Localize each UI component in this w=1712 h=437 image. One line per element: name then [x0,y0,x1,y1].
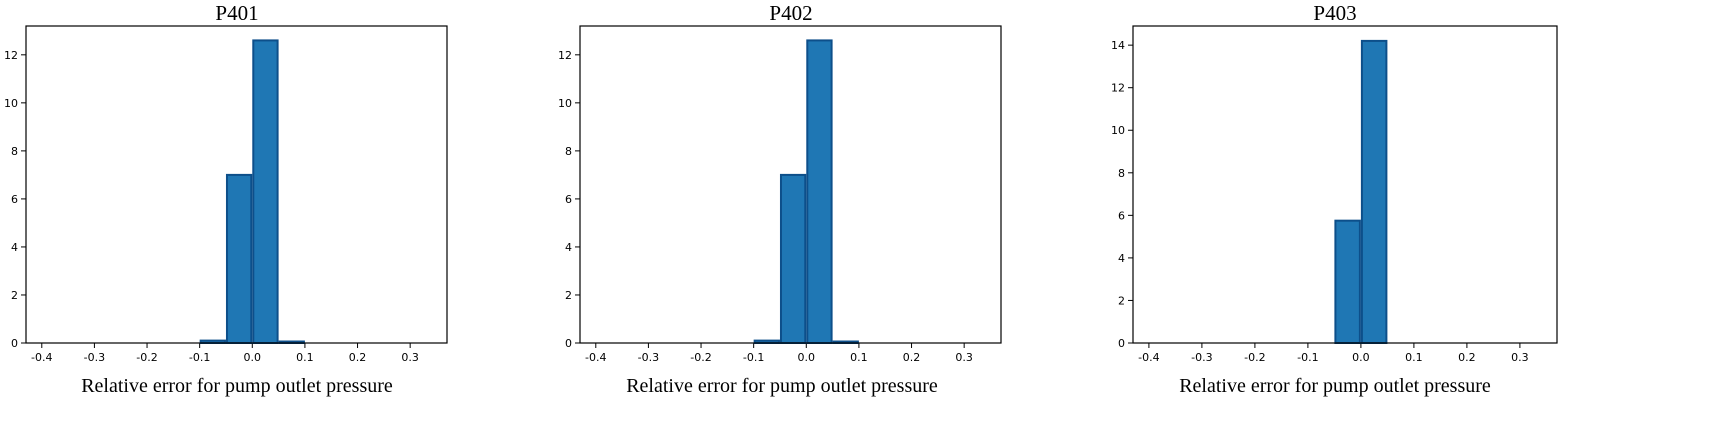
x-tick-label: 0.0 [244,351,262,364]
x-tick-label: 0.3 [1511,351,1529,364]
plot-frame [579,25,1002,344]
y-tick-label: 10 [1111,124,1125,137]
histogram-bar [779,173,807,344]
histogram-bar [252,39,279,345]
y-axis-ticks: 0 2 4 6 8 10 12 [558,49,580,350]
x-tick-label: 0.0 [798,351,816,364]
x-tick-label: -0.3 [1191,351,1212,364]
y-tick-label: 2 [565,289,572,302]
x-tick-label: 0.1 [1405,351,1423,364]
y-tick-label: 4 [1118,252,1125,265]
x-tick-label: 0.3 [401,351,419,364]
x-tick-label: -0.1 [743,351,764,364]
x-tick-label: -0.4 [1138,351,1159,364]
x-tick-label: 0.2 [903,351,921,364]
x-tick-label: -0.3 [84,351,105,364]
x-tick-label: -0.2 [690,351,711,364]
x-tick-label: -0.1 [1297,351,1318,364]
y-tick-label: 10 [4,97,18,110]
panel-p403: P403 0 2 4 6 8 10 12 14 -0.4 -0.3 -0.2 -0.1 0.0 0.1 0… [1111,1,1558,397]
x-tick-label: -0.4 [31,351,52,364]
x-axis-label: Relative error for pump outlet pressure [626,375,938,397]
x-axis-label: Relative error for pump outlet pressure [1179,375,1491,397]
x-tick-label: -0.2 [1244,351,1265,364]
x-tick-label: 0.2 [349,351,367,364]
y-tick-label: 12 [1111,82,1125,95]
histogram-bar [806,39,833,345]
y-tick-label: 6 [11,193,18,206]
x-tick-label: 0.0 [1352,351,1370,364]
plot-frame [1132,25,1558,344]
y-tick-label: 0 [11,337,18,350]
panel-title: P401 [215,1,258,25]
y-tick-label: 4 [11,241,18,254]
y-axis-ticks: 0 2 4 6 8 10 12 14 [1111,39,1133,350]
x-tick-label: 0.1 [296,351,314,364]
y-tick-label: 14 [1111,39,1125,52]
panel-p401: P401 0 2 4 6 8 10 12 -0.4 -0.3 -0.2 -0.1 0.0 0.1 0.2… [4,1,448,397]
panel-title: P402 [769,1,812,25]
y-tick-label: 12 [558,49,572,62]
x-tick-label: -0.2 [136,351,157,364]
x-axis-label: Relative error for pump outlet pressure [81,375,393,397]
x-axis-ticks: -0.4 -0.3 -0.2 -0.1 0.0 0.1 0.2 0.3 [585,343,973,364]
y-tick-label: 0 [565,337,572,350]
histogram-bars [199,39,305,345]
plot-frame [25,25,448,344]
y-axis-ticks: 0 2 4 6 8 10 12 [4,49,26,350]
x-tick-label: 0.3 [955,351,973,364]
y-tick-label: 2 [1118,294,1125,307]
x-axis-ticks: -0.4 -0.3 -0.2 -0.1 0.0 0.1 0.2 0.3 [31,343,419,364]
y-tick-label: 8 [565,145,572,158]
histogram-bars [753,39,859,345]
y-tick-label: 8 [11,145,18,158]
y-tick-label: 6 [1118,209,1125,222]
y-tick-label: 0 [1118,337,1125,350]
histogram-bar [1334,219,1361,344]
x-tick-label: -0.3 [638,351,659,364]
x-tick-label: 0.2 [1458,351,1476,364]
panel-p402: P402 0 2 4 6 8 10 12 -0.4 -0.3 -0.2 -0.1 0.0 0.1 0.2… [558,1,1002,397]
y-tick-label: 6 [565,193,572,206]
x-axis-ticks: -0.4 -0.3 -0.2 -0.1 0.0 0.1 0.2 0.3 [1138,343,1529,364]
x-tick-label: 0.1 [850,351,868,364]
histogram-bar [225,173,253,344]
y-tick-label: 2 [11,289,18,302]
y-tick-label: 12 [4,49,18,62]
x-tick-label: -0.4 [585,351,606,364]
y-tick-label: 4 [565,241,572,254]
y-tick-label: 8 [1118,167,1125,180]
histogram-bar [1360,39,1388,345]
panel-title: P403 [1313,1,1356,25]
y-tick-label: 10 [558,97,572,110]
x-tick-label: -0.1 [189,351,210,364]
histogram-bars [1334,39,1388,345]
